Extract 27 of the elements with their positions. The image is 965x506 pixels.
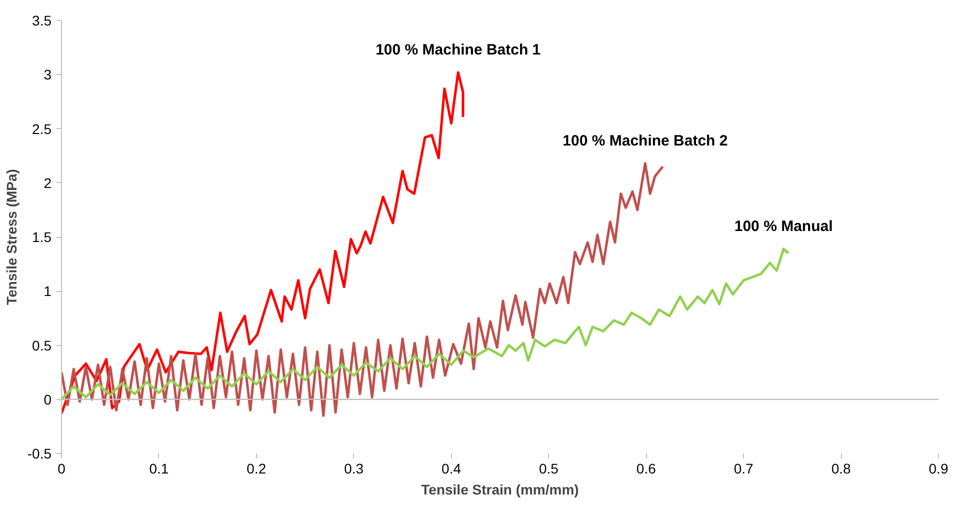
series-label: 100 % Machine Batch 1 — [376, 41, 541, 58]
series-label: 100 % Machine Batch 2 — [562, 132, 728, 150]
y-tick-label: 1.5 — [32, 229, 52, 245]
x-tick-label: 0.3 — [344, 460, 364, 476]
x-tick-label: 0.4 — [442, 460, 462, 476]
line-series — [62, 71, 464, 415]
x-tick-label: 0 — [58, 460, 66, 476]
y-tick-label: -0.5 — [27, 446, 52, 462]
line-series — [62, 248, 790, 401]
y-tick-label: 1 — [44, 283, 52, 300]
x-tick-label: 0.7 — [734, 460, 754, 476]
series-label: 100 % Manual — [734, 218, 833, 235]
y-tick-label: 0 — [44, 391, 52, 408]
x-tick-label: 0.6 — [636, 460, 656, 476]
y-tick-label: 3 — [44, 66, 52, 83]
y-tick-label: 2.5 — [32, 120, 52, 137]
x-tick-label: 0.2 — [246, 460, 266, 476]
x-axis-title: Tensile Strain (mm/mm) — [421, 482, 579, 498]
x-tick-label: 0.9 — [928, 460, 948, 476]
y-tick-label: 3.5 — [32, 12, 52, 28]
x-tick-label: 0.5 — [538, 460, 559, 476]
y-tick-label: 0.5 — [32, 337, 52, 354]
x-tick-label: 0.8 — [831, 460, 851, 476]
line-series — [62, 162, 664, 417]
y-tick-label: 2 — [44, 174, 52, 191]
x-tick-label: 0.1 — [149, 460, 169, 476]
y-axis-title: Tensile Stress (MPa) — [3, 169, 20, 305]
